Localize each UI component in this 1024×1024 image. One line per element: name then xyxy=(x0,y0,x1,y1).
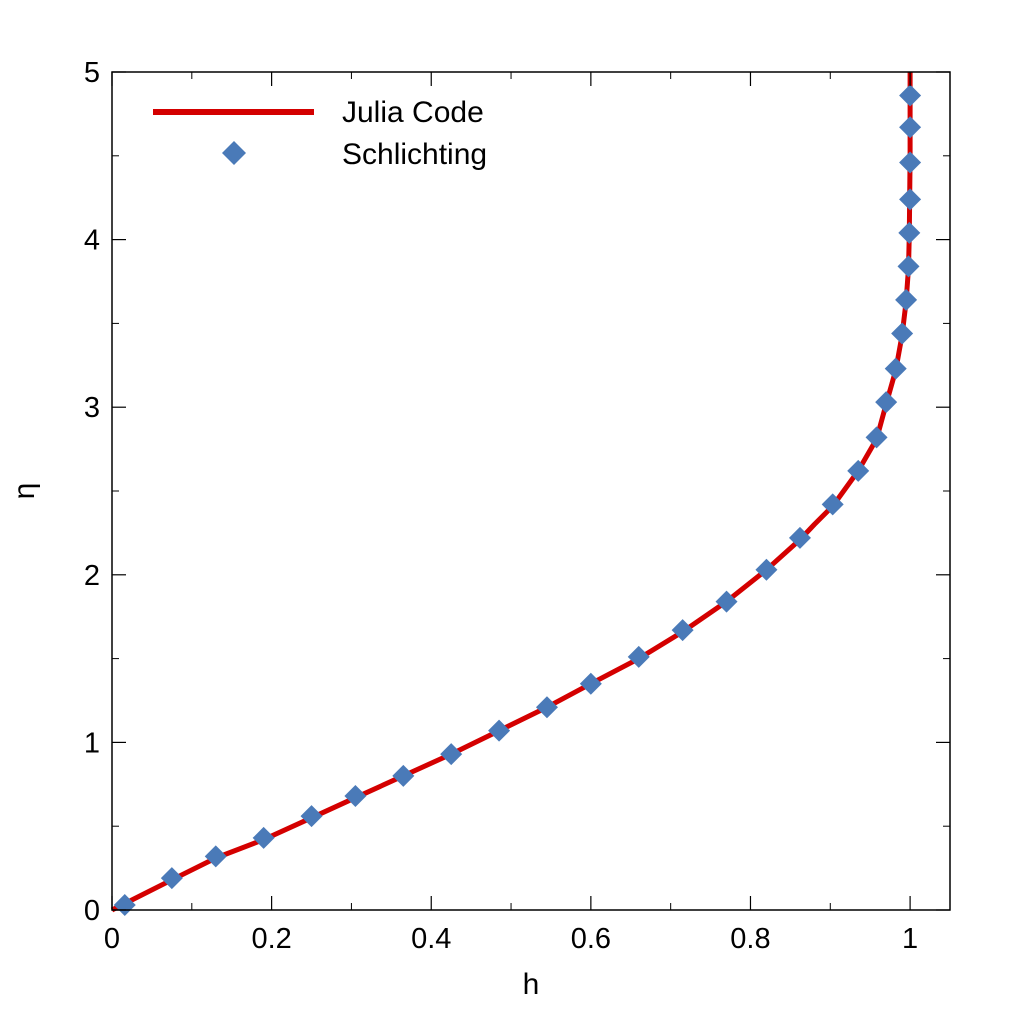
data-point-schlichting xyxy=(898,221,921,244)
data-point-schlichting xyxy=(392,764,415,787)
data-point-schlichting xyxy=(875,391,898,414)
data-point-schlichting xyxy=(300,805,323,828)
legend-label-schlichting: Schlichting xyxy=(342,138,487,171)
data-point-schlichting xyxy=(899,84,922,107)
x-axis-label: h xyxy=(523,968,540,1001)
data-point-schlichting xyxy=(891,322,914,345)
data-point-schlichting xyxy=(788,526,811,549)
x-tick-label: 0.4 xyxy=(411,923,451,955)
data-point-schlichting xyxy=(252,826,275,849)
data-point-schlichting xyxy=(884,357,907,380)
data-point-schlichting xyxy=(895,288,918,311)
data-point-schlichting xyxy=(671,619,694,642)
axes: 0 0.2 0.4 0.6 0.8 1 0 1 2 3 4 5 xyxy=(84,57,951,955)
data-point-schlichting xyxy=(865,426,888,449)
data-point-schlichting xyxy=(440,743,463,766)
y-tick-label: 2 xyxy=(84,560,100,592)
data-point-schlichting xyxy=(821,493,844,516)
legend: Julia Code Schlichting xyxy=(153,96,487,171)
plot-area xyxy=(110,72,922,916)
data-point-schlichting xyxy=(535,696,558,719)
data-point-schlichting xyxy=(627,645,650,668)
series-line-julia-code xyxy=(110,72,913,913)
data-point-schlichting xyxy=(160,867,183,890)
x-tick-label: 0 xyxy=(104,923,120,955)
y-tick-label: 3 xyxy=(84,392,100,424)
y-axis-label: η xyxy=(8,483,41,500)
data-point-schlichting xyxy=(755,558,778,581)
data-point-schlichting xyxy=(488,719,511,742)
x-tick-label: 1 xyxy=(902,923,918,955)
data-point-schlichting xyxy=(715,590,738,613)
legend-label-julia-code: Julia Code xyxy=(342,96,484,129)
y-tick-label: 1 xyxy=(84,727,100,759)
y-tick-label: 5 xyxy=(84,57,100,89)
data-point-schlichting xyxy=(899,116,922,139)
y-tick-label: 0 xyxy=(84,895,100,927)
x-tick-label: 0.2 xyxy=(251,923,291,955)
data-point-schlichting xyxy=(899,151,922,174)
data-point-schlichting xyxy=(899,188,922,211)
y-tick-label: 4 xyxy=(84,225,100,257)
data-point-schlichting xyxy=(204,845,227,868)
legend-marker-schlichting xyxy=(222,141,246,165)
data-point-schlichting xyxy=(897,255,920,278)
data-point-schlichting xyxy=(344,785,367,808)
data-point-schlichting xyxy=(579,672,602,695)
x-tick-label: 0.6 xyxy=(571,923,611,955)
data-point-schlichting xyxy=(847,459,870,482)
x-tick-label: 0.8 xyxy=(730,923,770,955)
